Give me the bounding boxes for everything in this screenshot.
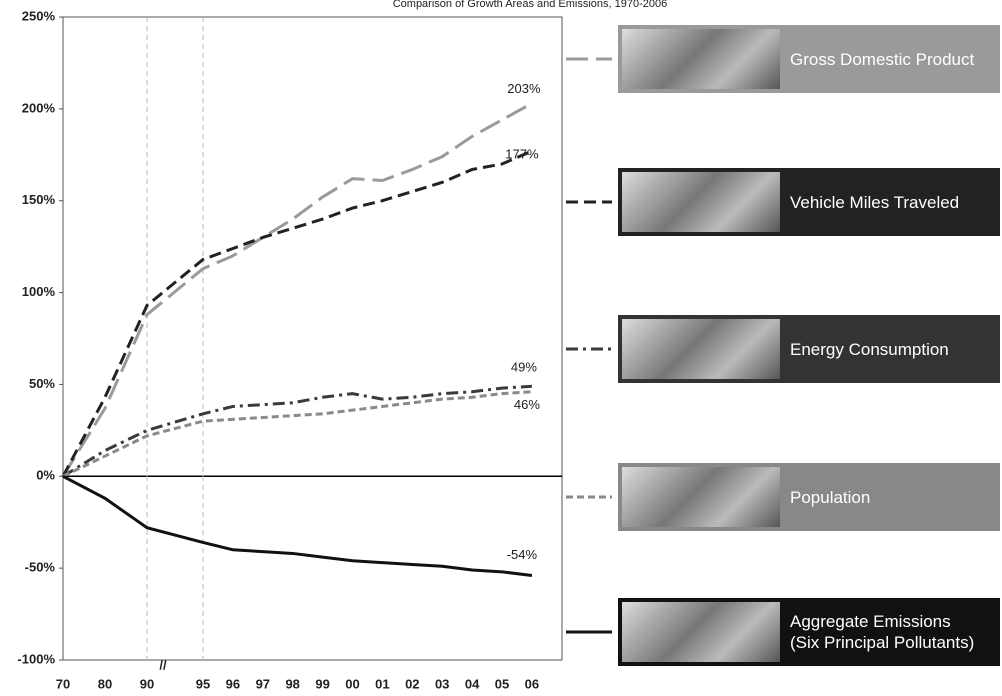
legend-photo bbox=[622, 602, 780, 662]
legend-label: Gross Domestic Product bbox=[790, 49, 974, 70]
legend-entry: Gross Domestic Product bbox=[618, 25, 1000, 93]
x-tick-label: 01 bbox=[375, 676, 389, 691]
legend-label: Aggregate Emissions (Six Principal Pollu… bbox=[790, 611, 974, 653]
legend-label: Vehicle Miles Traveled bbox=[790, 192, 959, 213]
data-label: 177% bbox=[505, 147, 539, 162]
y-tick-label: 100% bbox=[22, 284, 56, 299]
y-tick-label: 150% bbox=[22, 192, 56, 207]
x-tick-label: 06 bbox=[525, 676, 539, 691]
x-tick-label: 80 bbox=[98, 676, 112, 691]
x-tick-label: 02 bbox=[405, 676, 419, 691]
series-line bbox=[63, 476, 532, 575]
y-tick-label: 250% bbox=[22, 8, 56, 23]
x-tick-label: 05 bbox=[495, 676, 509, 691]
legend-photo bbox=[622, 319, 780, 379]
data-label: 46% bbox=[514, 397, 540, 412]
axis-break: // bbox=[159, 657, 167, 672]
series-line bbox=[63, 103, 532, 476]
data-label: 49% bbox=[511, 360, 537, 375]
legend-label: Population bbox=[790, 487, 870, 508]
x-tick-label: 04 bbox=[465, 676, 480, 691]
legend-entry: Aggregate Emissions (Six Principal Pollu… bbox=[618, 598, 1000, 666]
legend-photo bbox=[622, 467, 780, 527]
legend-entry: Population bbox=[618, 463, 1000, 531]
data-label: -54% bbox=[507, 547, 538, 562]
x-tick-label: 95 bbox=[196, 676, 210, 691]
y-tick-label: 0% bbox=[36, 468, 55, 483]
x-tick-label: 97 bbox=[256, 676, 270, 691]
legend-entry: Energy Consumption bbox=[618, 315, 1000, 383]
series-line bbox=[63, 386, 532, 476]
y-tick-label: 50% bbox=[29, 376, 55, 391]
chart-title: Comparison of Growth Areas and Emissions… bbox=[393, 0, 668, 10]
x-tick-label: 00 bbox=[345, 676, 359, 691]
series-line bbox=[63, 392, 532, 477]
x-tick-label: 70 bbox=[56, 676, 70, 691]
y-tick-label: 200% bbox=[22, 100, 56, 115]
legend-photo bbox=[622, 29, 780, 89]
y-tick-label: -50% bbox=[25, 560, 56, 575]
series-line bbox=[63, 151, 532, 476]
page: Comparison of Growth Areas and Emissions… bbox=[0, 0, 1002, 696]
legend-label: Energy Consumption bbox=[790, 339, 949, 360]
data-label: 203% bbox=[507, 81, 541, 96]
x-tick-label: 99 bbox=[315, 676, 329, 691]
legend-entry: Vehicle Miles Traveled bbox=[618, 168, 1000, 236]
x-tick-label: 90 bbox=[140, 676, 154, 691]
x-tick-label: 03 bbox=[435, 676, 449, 691]
x-tick-label: 96 bbox=[226, 676, 240, 691]
legend-photo bbox=[622, 172, 780, 232]
y-tick-label: -100% bbox=[17, 651, 55, 666]
x-tick-label: 98 bbox=[285, 676, 299, 691]
